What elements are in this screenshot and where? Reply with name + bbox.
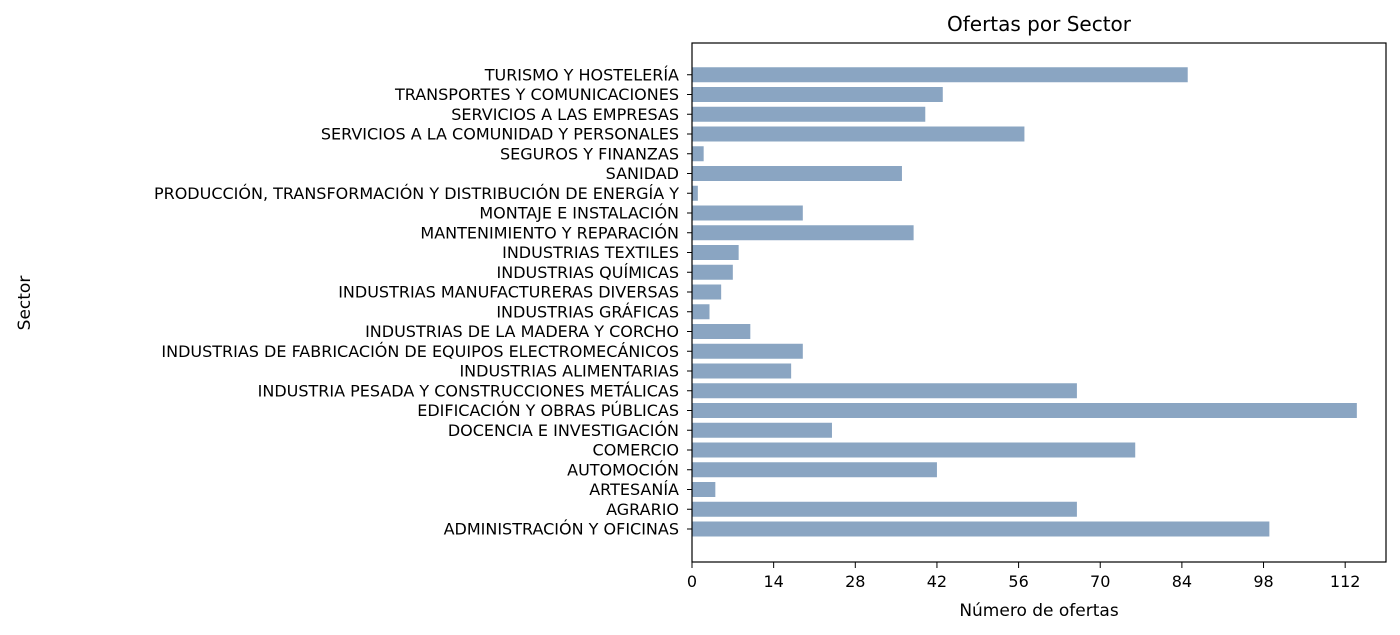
category-label: AUTOMOCIÓN <box>567 460 679 479</box>
y-axis-label: Sector <box>15 276 35 331</box>
bar <box>692 521 1270 537</box>
category-label: ADMINISTRACIÓN Y OFICINAS <box>444 520 679 539</box>
x-axis-label: Número de ofertas <box>959 601 1119 621</box>
x-tick-label: 14 <box>763 572 783 591</box>
category-label: DOCENCIA E INVESTIGACIÓN <box>448 421 679 440</box>
bar <box>692 245 739 260</box>
bar <box>692 501 1077 517</box>
bar <box>692 284 722 300</box>
category-label: SERVICIOS A LAS EMPRESAS <box>451 105 679 124</box>
category-label: TURISMO Y HOSTELERÍA <box>484 65 679 84</box>
bar <box>692 205 803 221</box>
category-label: INDUSTRIAS MANUFACTURERAS DIVERSAS <box>338 283 679 302</box>
bar <box>692 87 943 102</box>
bar <box>692 403 1357 418</box>
bar <box>692 462 937 478</box>
x-tick-label: 56 <box>1008 572 1028 591</box>
bar <box>692 67 1188 83</box>
bar <box>692 422 832 438</box>
category-label: INDUSTRIAS QUÍMICAS <box>497 263 680 282</box>
bar <box>692 442 1136 458</box>
x-tick-label: 84 <box>1172 572 1192 591</box>
x-tick-label: 42 <box>927 572 947 591</box>
bar <box>692 304 710 320</box>
bar <box>692 225 914 241</box>
plot-frame <box>691 42 1387 563</box>
category-label: MANTENIMIENTO Y REPARACIÓN <box>420 223 679 242</box>
bar <box>692 146 704 162</box>
category-label: MONTAJE E INSTALACIÓN <box>479 204 679 223</box>
category-labels-group: ADMINISTRACIÓN Y OFICINASAGRARIOARTESANÍ… <box>154 65 692 539</box>
category-label: EDIFICACIÓN Y OBRAS PÚBLICAS <box>417 401 679 420</box>
bar <box>692 166 902 181</box>
category-label: INDUSTRIAS ALIMENTARIAS <box>459 362 679 381</box>
category-label: PRODUCCIÓN, TRANSFORMACIÓN Y DISTRIBUCIÓ… <box>154 184 679 203</box>
category-label: ARTESANÍA <box>589 480 679 499</box>
bar <box>692 185 698 201</box>
x-ticks-group: 0 14 28 42 56 70 84 98 112 <box>687 562 1361 591</box>
bar <box>692 383 1077 399</box>
category-label: SEGUROS Y FINANZAS <box>500 144 679 163</box>
category-label: AGRARIO <box>606 500 679 519</box>
category-label: INDUSTRIAS DE FABRICACIÓN DE EQUIPOS ELE… <box>161 342 679 361</box>
category-label: INDUSTRIAS TEXTILES <box>502 243 679 262</box>
x-tick-label: 0 <box>687 572 697 591</box>
category-label: SANIDAD <box>606 164 679 183</box>
category-label: INDUSTRIA PESADA Y CONSTRUCCIONES METÁLI… <box>258 381 679 400</box>
bar <box>692 324 751 339</box>
category-label: SERVICIOS A LA COMUNIDAD Y PERSONALES <box>321 125 679 144</box>
chart-title: Ofertas por Sector <box>947 12 1132 36</box>
category-label: TRANSPORTES Y COMUNICACIONES <box>394 85 679 104</box>
x-tick-label: 98 <box>1253 572 1273 591</box>
x-tick-label: 28 <box>845 572 865 591</box>
category-label: INDUSTRIAS GRÁFICAS <box>496 302 679 321</box>
bar <box>692 363 792 379</box>
x-tick-label: 70 <box>1090 572 1110 591</box>
bars-group <box>692 67 1357 537</box>
bar <box>692 343 803 359</box>
category-label: INDUSTRIAS DE LA MADERA Y CORCHO <box>365 322 679 341</box>
x-tick-label: 112 <box>1330 572 1361 591</box>
category-label: COMERCIO <box>593 441 679 460</box>
bar <box>692 482 716 497</box>
bar <box>692 126 1025 142</box>
bar <box>692 264 733 280</box>
bar <box>692 106 926 122</box>
